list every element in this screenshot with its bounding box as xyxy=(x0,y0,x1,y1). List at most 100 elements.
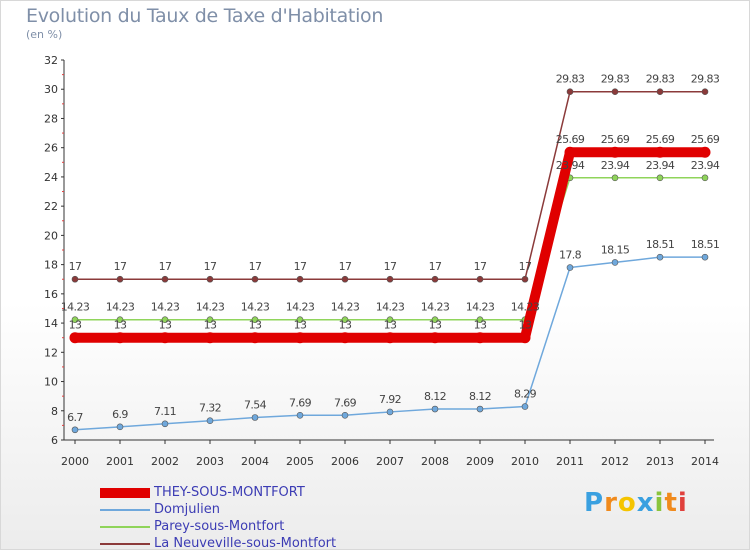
data-point xyxy=(701,174,709,182)
logo-letter: P xyxy=(584,488,605,518)
data-label: 14.23 xyxy=(196,301,225,314)
y-tick-label: 20 xyxy=(44,229,58,242)
data-point xyxy=(566,88,574,96)
data-label: 14.23 xyxy=(61,301,90,314)
data-label: 13 xyxy=(114,319,127,332)
data-point xyxy=(69,332,81,344)
data-point xyxy=(206,417,214,425)
x-tick-label: 2002 xyxy=(151,455,179,468)
data-point xyxy=(701,253,709,261)
data-point xyxy=(251,414,259,421)
data-label: 7.92 xyxy=(379,393,401,406)
data-point xyxy=(611,259,619,266)
data-point xyxy=(161,316,169,324)
y-tick-label: 32 xyxy=(44,54,58,67)
data-point xyxy=(296,411,304,419)
data-label: 18.15 xyxy=(601,243,630,256)
data-label: 17 xyxy=(519,260,532,273)
data-point xyxy=(114,332,126,344)
data-point xyxy=(339,332,351,344)
x-tick-label: 2008 xyxy=(421,455,449,468)
logo-letter: i xyxy=(677,488,688,518)
data-label: 7.69 xyxy=(334,396,357,409)
y-tick-label: 18 xyxy=(44,259,58,272)
data-point xyxy=(476,405,484,413)
legend-item: Parey-sous-Montfort xyxy=(100,518,336,535)
x-tick-label: 2001 xyxy=(106,455,134,468)
logo-letter: o xyxy=(617,488,637,518)
data-point xyxy=(159,332,171,344)
data-point xyxy=(656,253,664,261)
y-tick-label: 22 xyxy=(44,200,58,213)
data-point xyxy=(294,332,306,344)
x-tick-label: 2000 xyxy=(61,455,89,468)
data-point xyxy=(251,316,259,324)
data-label: 14.23 xyxy=(241,301,270,314)
legend-swatch xyxy=(100,525,150,528)
data-label: 13 xyxy=(69,319,82,332)
data-point xyxy=(431,275,439,283)
data-label: 17 xyxy=(474,260,487,273)
data-label: 8.12 xyxy=(469,390,491,403)
legend-label: THEY-SOUS-MONTFORT xyxy=(154,485,305,500)
data-label: 17 xyxy=(159,260,172,273)
legend-label: Domjulien xyxy=(154,502,220,517)
data-label: 29.83 xyxy=(646,73,675,86)
data-point xyxy=(564,146,576,158)
data-point xyxy=(116,316,124,324)
x-tick-label: 2011 xyxy=(556,455,584,468)
data-label: 17 xyxy=(384,260,397,273)
data-point xyxy=(476,316,484,324)
x-tick-label: 2004 xyxy=(241,455,269,468)
legend-swatch xyxy=(100,508,150,511)
data-label: 17 xyxy=(294,260,307,273)
data-label: 14.23 xyxy=(151,301,180,314)
data-point xyxy=(701,88,709,96)
legend-label: La Neuveville-sous-Montfort xyxy=(154,536,337,551)
data-point xyxy=(519,332,531,344)
data-point xyxy=(384,332,396,344)
data-point xyxy=(296,275,304,283)
data-point xyxy=(431,405,439,413)
data-point xyxy=(521,275,529,283)
data-point xyxy=(341,316,349,324)
x-tick-label: 2005 xyxy=(286,455,314,468)
data-point xyxy=(386,275,394,283)
x-tick-label: 2012 xyxy=(601,455,629,468)
y-tick-label: 12 xyxy=(44,346,58,359)
data-point xyxy=(206,275,214,283)
legend-label: Parey-sous-Montfort xyxy=(154,519,285,534)
logo-letter: i xyxy=(654,488,665,518)
data-label: 13 xyxy=(159,319,172,332)
y-tick-label: 28 xyxy=(44,112,58,125)
y-tick-label: 24 xyxy=(44,171,58,184)
data-label: 14.23 xyxy=(466,301,495,314)
data-point xyxy=(161,420,169,428)
data-label: 17 xyxy=(114,260,127,273)
x-tick-label: 2007 xyxy=(376,455,404,468)
x-tick-label: 2013 xyxy=(646,455,674,468)
data-label: 17 xyxy=(69,260,82,273)
data-point xyxy=(476,275,484,283)
data-point xyxy=(71,275,79,283)
y-tick-label: 30 xyxy=(44,83,58,96)
data-label: 14.23 xyxy=(376,301,405,314)
data-label: 13 xyxy=(429,319,442,332)
y-tick-label: 16 xyxy=(44,288,58,301)
proxiti-logo: Proxiti xyxy=(584,488,688,518)
data-point xyxy=(161,275,169,283)
data-label: 14.23 xyxy=(511,301,540,314)
data-point xyxy=(521,403,529,410)
data-point xyxy=(566,264,574,271)
data-label: 13 xyxy=(474,319,487,332)
data-point xyxy=(116,423,124,431)
data-point xyxy=(429,332,441,344)
data-label: 25.69 xyxy=(556,133,585,146)
x-tick-label: 2010 xyxy=(511,455,539,468)
x-tick-label: 2014 xyxy=(691,455,719,468)
data-label: 13 xyxy=(294,319,307,332)
data-label: 7.11 xyxy=(154,405,176,418)
logo-letter: x xyxy=(636,488,655,518)
legend-item: THEY-SOUS-MONTFORT xyxy=(100,484,336,501)
logo-letter: t xyxy=(664,488,678,518)
